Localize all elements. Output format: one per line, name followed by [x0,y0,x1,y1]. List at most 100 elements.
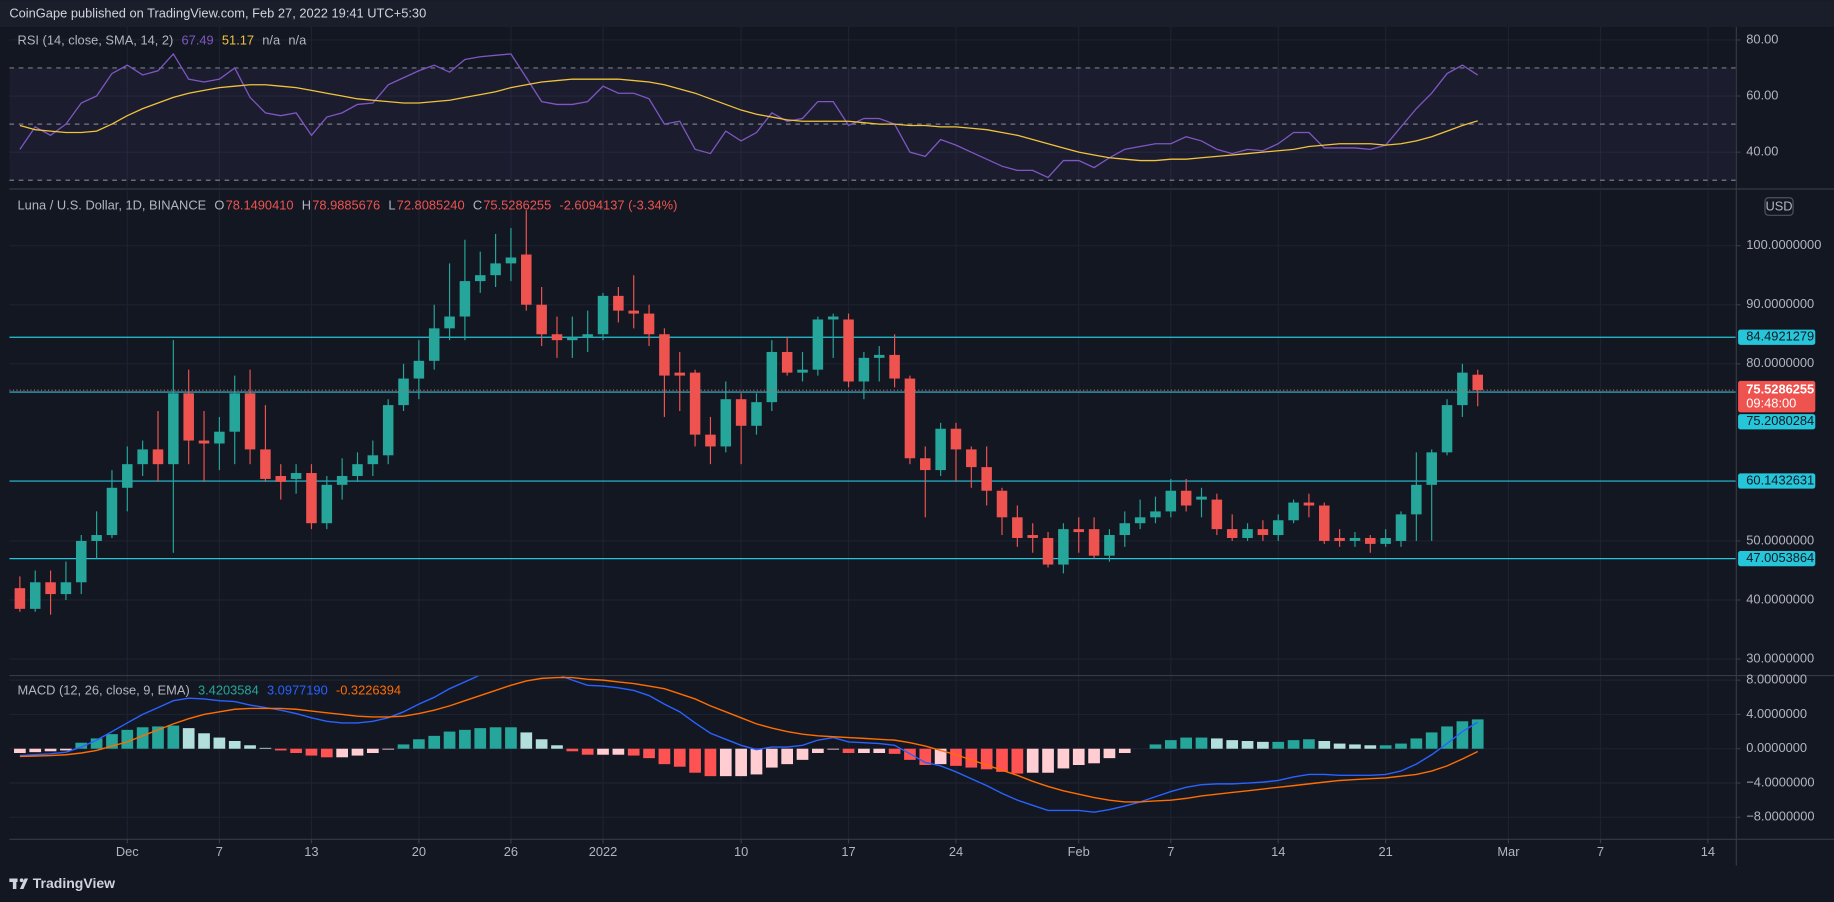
candle-body [106,487,118,536]
candle-body [889,354,900,379]
histogram-bar [1395,743,1407,749]
legend-text: O [214,197,224,212]
candle-body [1441,405,1453,453]
legend-text: Luna / U.S. Dollar, 1D, BINANCE [18,197,207,212]
y-tick-label: 40.00 [1746,144,1778,159]
y-tick-label: −8.0000000 [1746,809,1814,824]
histogram-bar [152,726,164,749]
histogram-bar [750,748,763,775]
histogram-bar [1287,740,1300,749]
candle-body [735,399,747,426]
histogram-bar [1226,740,1239,749]
histogram-bar [75,742,88,749]
rsi-pane [9,52,1736,181]
histogram-bar [1011,748,1024,774]
histogram-bar [996,748,1008,772]
histogram-bar [121,729,134,749]
candle-body [183,393,194,441]
legend-text: L [388,197,395,212]
histogram-bar [1103,748,1116,759]
histogram-bar [965,748,978,768]
candle-body [1288,502,1299,521]
histogram-bar [1026,748,1039,773]
last-price-box [1738,380,1816,413]
histogram-bar [290,748,302,754]
candle-body [29,582,41,609]
level-label: 75.2080284 [1746,413,1814,428]
histogram-bar [182,728,195,749]
histogram-bar [397,744,410,749]
macd-line [19,676,1479,813]
candle-body [858,357,870,382]
candle-body [1042,537,1054,565]
candle-body [981,467,992,491]
candle-body [1380,537,1391,544]
candle-body [152,449,164,465]
histogram-bar [765,748,778,768]
y-tick-label: 100.0000000 [1746,237,1821,252]
candle-body [1027,535,1038,538]
histogram-bar [1349,744,1361,749]
histogram-bar [44,748,57,752]
candle-body [659,334,670,376]
candle-body [597,295,609,335]
histogram-bar [1318,741,1331,749]
last-price-label: 75.5286255 [1746,382,1814,397]
histogram-bar [244,745,256,749]
histogram-bar [1333,743,1346,749]
x-tick-label: 2022 [589,844,618,859]
legend-text: 51.17 [222,32,254,47]
histogram-bar [566,748,579,752]
histogram-bar [167,725,180,749]
candle-body [198,440,210,444]
candle-body [1180,490,1192,506]
y-tick-label: 30.0000000 [1746,650,1814,665]
candle-body [920,458,931,471]
x-tick-label: Feb [1068,844,1090,859]
candle-body [474,275,486,282]
x-tick-label: 14 [1271,844,1285,859]
candle-body [1272,520,1284,536]
footer-bar [0,865,1834,902]
candle-body [582,334,593,338]
y-tick-label: 0.0000000 [1746,740,1807,755]
histogram-bar [1471,719,1484,749]
candle-body [122,464,133,488]
histogram-bar [735,748,747,777]
histogram-bar [198,733,210,749]
histogram-bar [106,734,118,749]
candle-body [336,475,348,485]
candle-body [950,428,962,450]
histogram-bar [351,748,364,756]
x-tick-label: 14 [1701,844,1715,859]
candle-body [229,393,240,432]
histogram-bar [1057,748,1070,769]
histogram-bar [535,739,548,749]
x-tick-label: 7 [216,844,223,859]
legend-text: 72.8085240 [397,197,465,212]
level-label-box [1738,414,1816,430]
candle-body [705,434,716,447]
currency-label: USD [1765,199,1792,214]
candle-body [1150,511,1161,518]
candle-body [521,254,532,305]
histogram-bar [812,748,824,754]
candle-body [643,313,655,335]
histogram-bar [1241,741,1254,749]
legend-text: 78.1490410 [226,197,294,212]
histogram-bar [1272,741,1285,749]
currency-box [1764,197,1794,216]
histogram-bar [1088,748,1100,764]
histogram-bar [658,748,671,765]
histogram-bar [1195,737,1208,749]
histogram-bar [1441,726,1453,749]
legend-text: 75.5286255 [483,197,551,212]
candle-body [1334,537,1345,541]
candle-body [1457,372,1468,406]
legend-text: H [302,197,311,212]
x-tick-label: Mar [1497,844,1520,859]
candle-body [1365,537,1376,544]
candle-body [567,337,578,341]
histogram-bar [781,748,794,765]
